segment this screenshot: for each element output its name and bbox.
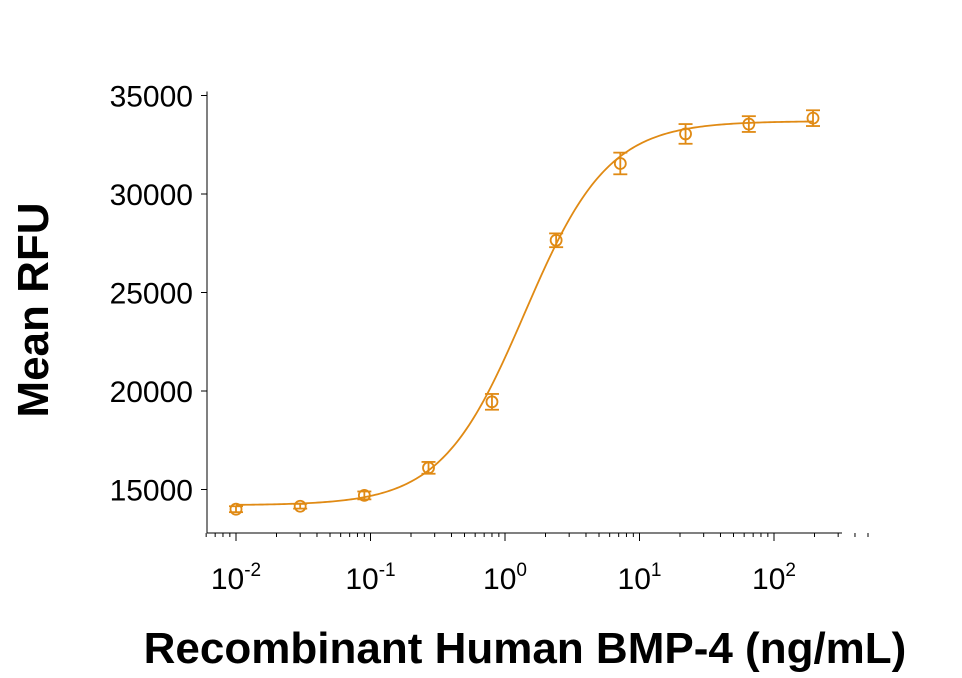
y-tick-label: 15000 [110,475,193,508]
data-point [484,393,499,411]
x-tick-label: 10-1 [345,560,395,596]
y-tick-label: 30000 [110,179,193,212]
data-point [229,502,243,516]
data-marker [229,502,243,516]
data-point [421,461,436,475]
data-marker [549,233,563,247]
data-marker [679,127,692,141]
data-marker [613,157,627,170]
x-tick-label: 102 [752,560,796,596]
data-marker [742,117,756,131]
y-tick-label: 20000 [110,376,193,409]
fit-curve [235,120,814,506]
data-point [806,109,821,127]
y-tick-label: 25000 [110,278,193,311]
data-point [549,232,564,249]
data-point [293,499,308,513]
data-marker [485,395,499,409]
data-marker [357,489,371,502]
data-marker [806,111,820,125]
y-tick-label: 35000 [110,81,193,114]
data-marker [293,499,307,513]
data-point [741,115,756,133]
x-axis-title: Recombinant Human BMP-4 (ng/mL) [144,624,907,673]
x-tick-label: 10-2 [211,560,261,596]
axes: 15000 20000 25000 30000 35000 10-2 10-1 100 101 1… [110,81,869,596]
fit-curve-layer [235,120,814,506]
x-tick-label: 100 [483,560,527,596]
data-points-layer [229,109,821,516]
data-point [357,489,372,502]
x-tick-label: 101 [618,560,662,596]
data-point [613,151,628,176]
data-marker [422,461,435,475]
y-axis-title: Mean RFU [9,202,58,417]
data-point [678,123,693,145]
